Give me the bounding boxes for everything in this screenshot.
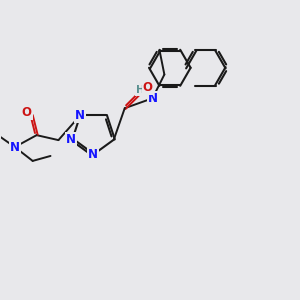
Text: O: O: [142, 81, 152, 94]
Text: N: N: [10, 140, 20, 154]
Text: N: N: [88, 148, 98, 161]
Text: N: N: [66, 133, 76, 146]
Text: N: N: [148, 92, 158, 105]
Text: H: H: [136, 85, 145, 95]
Text: N: N: [75, 109, 85, 122]
Text: O: O: [22, 106, 32, 119]
